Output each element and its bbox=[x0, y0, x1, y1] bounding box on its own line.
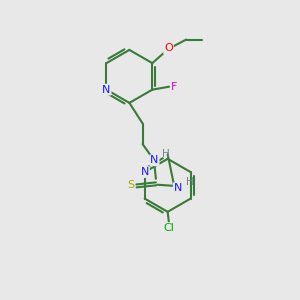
Text: N: N bbox=[140, 167, 149, 177]
Text: O: O bbox=[164, 44, 173, 53]
Text: Cl: Cl bbox=[164, 223, 175, 233]
Text: N: N bbox=[174, 183, 182, 193]
Text: N: N bbox=[150, 155, 159, 165]
Text: F: F bbox=[171, 82, 178, 92]
Text: S: S bbox=[127, 180, 134, 190]
Text: N: N bbox=[102, 85, 111, 94]
Text: H: H bbox=[186, 177, 194, 188]
Text: H: H bbox=[162, 149, 170, 159]
